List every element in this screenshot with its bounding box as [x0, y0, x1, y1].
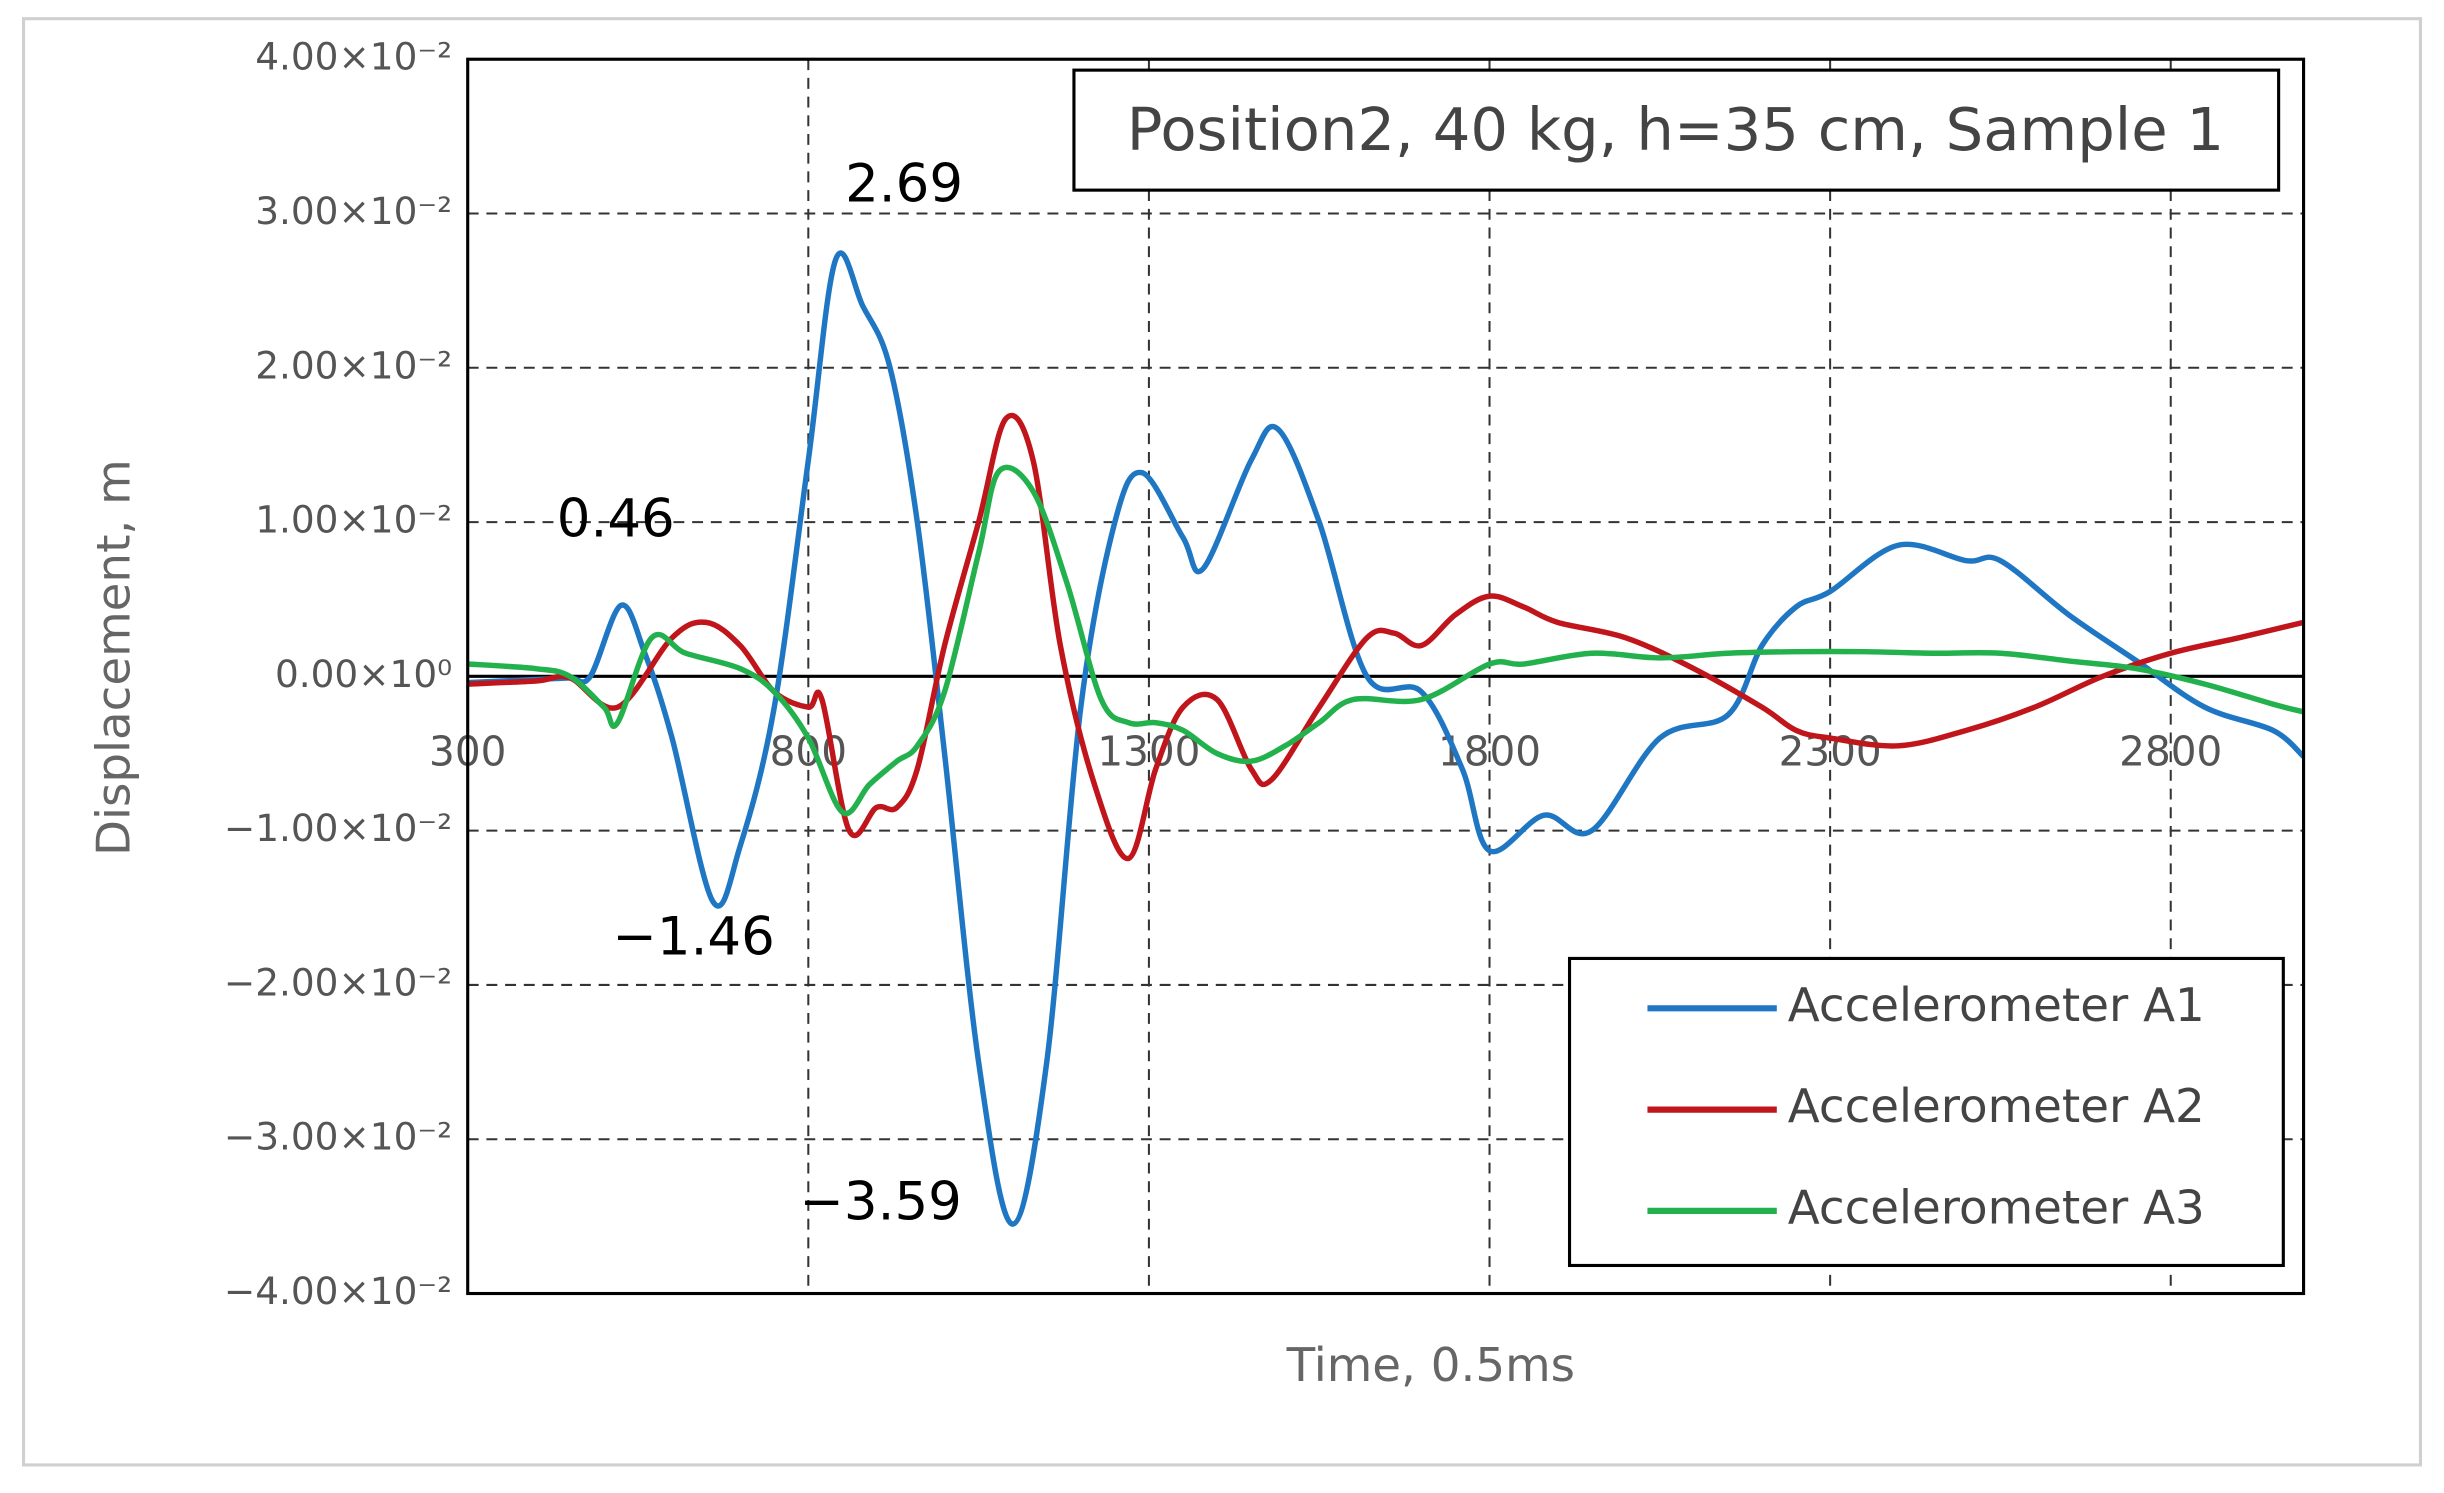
x-tick-label: 1300 [1097, 727, 1200, 775]
line-series [467, 412, 2305, 862]
annotation: 0.46 [557, 489, 675, 550]
line-series [467, 250, 2306, 1227]
annotation: −3.59 [800, 1171, 962, 1232]
x-tick-label: 2300 [1779, 727, 1882, 775]
chart-title: Position2, 40 kg, h=35 cm, Sample 1 [1127, 95, 2224, 164]
y-axis-label: Displacement, m [88, 459, 142, 856]
y-tick-label: 3.00×10⁻² [255, 189, 452, 233]
y-tick-label: −2.00×10⁻² [224, 960, 452, 1004]
line-series [467, 464, 2305, 817]
legend-label: Accelerometer A2 [1788, 1080, 2205, 1134]
legend-label: Accelerometer A1 [1788, 979, 2205, 1033]
y-tick-label: −3.00×10⁻² [224, 1115, 452, 1159]
title-box [1072, 68, 2281, 192]
annotation: −1.46 [613, 906, 775, 967]
y-tick-label: 1.00×10⁻² [255, 498, 452, 542]
y-tick-label: −4.00×10⁻² [224, 1269, 452, 1313]
y-tick-label: 4.00×10⁻² [255, 35, 452, 79]
x-tick-label: 2800 [2119, 727, 2222, 775]
y-tick-label: 2.00×10⁻² [255, 343, 452, 387]
annotation: 2.69 [845, 154, 963, 215]
y-tick-label: −1.00×10⁻² [224, 806, 452, 850]
x-axis-label: Time, 0.5ms [1286, 1339, 1575, 1393]
y-tick-label: 0.00×10⁰ [275, 652, 452, 696]
legend-label: Accelerometer A3 [1788, 1181, 2205, 1235]
plot-border [466, 57, 2306, 1296]
